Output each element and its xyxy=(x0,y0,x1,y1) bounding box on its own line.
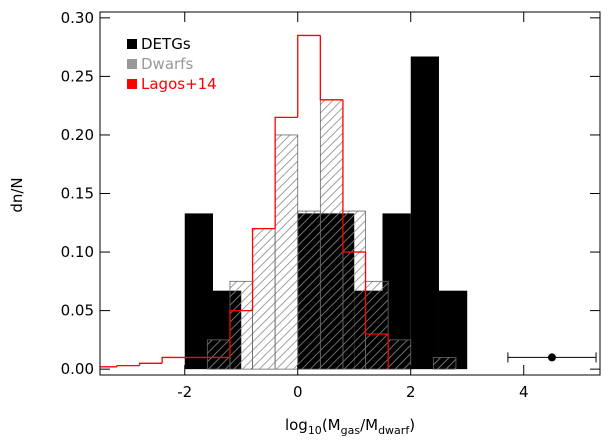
legend-label: Lagos+14 xyxy=(141,75,217,93)
legend-swatch xyxy=(127,59,137,69)
x-axis-label: log10(Mgas/Mdwarf) xyxy=(285,416,415,437)
x-tick-label: -2 xyxy=(177,383,192,401)
y-tick-label: 0.20 xyxy=(61,126,94,144)
histogram-step xyxy=(319,35,343,101)
histogram-bar xyxy=(297,210,321,370)
legend-swatch xyxy=(127,39,137,49)
y-tick-label: 0.05 xyxy=(61,302,94,320)
histogram-bar xyxy=(206,339,231,370)
y-tick-label: 0.10 xyxy=(61,243,94,261)
histogram-bar xyxy=(229,280,253,370)
histogram-bar xyxy=(252,228,276,370)
x-tick-label: 0 xyxy=(293,383,303,401)
legend-swatch xyxy=(127,79,137,89)
histogram-bar xyxy=(274,134,299,370)
histogram-step xyxy=(297,34,321,118)
histogram-bar xyxy=(342,210,366,370)
legend-label: Dwarfs xyxy=(141,55,193,73)
histogram-bar xyxy=(319,99,344,370)
y-tick-label: 0.30 xyxy=(61,9,94,27)
x-tick-label: 2 xyxy=(406,383,416,401)
histogram-step xyxy=(364,252,389,370)
histogram-bar xyxy=(410,56,439,370)
histogram-step xyxy=(116,364,140,367)
y-tick-label: 0.25 xyxy=(61,67,94,85)
point xyxy=(547,353,556,362)
histogram-step xyxy=(342,99,366,253)
histogram-bar xyxy=(432,357,457,370)
histogram-bar xyxy=(438,290,468,370)
plot-area xyxy=(100,34,468,370)
x-tick-label: 4 xyxy=(519,383,529,401)
histogram-step xyxy=(274,116,298,229)
y-tick-label: 0.00 xyxy=(61,360,94,378)
histogram-step xyxy=(251,227,276,311)
histogram-step xyxy=(138,362,163,366)
legend-label: DETGs xyxy=(141,35,191,53)
y-tick-label: 0.15 xyxy=(61,185,94,203)
histogram-step xyxy=(100,366,117,368)
y-axis-label: dn/N xyxy=(8,177,26,212)
histogram-step xyxy=(229,309,253,358)
histogram-bar xyxy=(387,339,412,370)
histogram-step xyxy=(161,356,185,364)
histogram-bar xyxy=(365,280,389,370)
